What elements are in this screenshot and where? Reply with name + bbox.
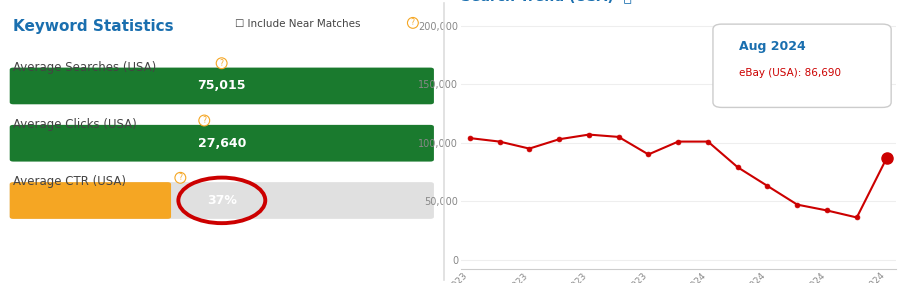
FancyBboxPatch shape: [713, 24, 891, 108]
Text: Aug 2024: Aug 2024: [739, 40, 806, 53]
Text: ?: ?: [411, 18, 415, 27]
Text: Average Searches (USA): Average Searches (USA): [14, 61, 157, 74]
Text: ?: ?: [202, 116, 206, 125]
Text: ☐ Include Near Matches: ☐ Include Near Matches: [235, 19, 360, 29]
FancyBboxPatch shape: [10, 68, 434, 104]
Text: ?: ?: [178, 173, 183, 182]
Text: 75,015: 75,015: [198, 79, 246, 92]
Text: eBay (USA): 86,690: eBay (USA): 86,690: [739, 68, 841, 78]
FancyBboxPatch shape: [10, 182, 171, 219]
Text: 37%: 37%: [207, 194, 237, 207]
FancyBboxPatch shape: [10, 182, 434, 219]
Text: Average CTR (USA): Average CTR (USA): [14, 175, 126, 188]
Text: 27,640: 27,640: [198, 137, 246, 150]
Text: Keyword Statistics: Keyword Statistics: [14, 19, 174, 34]
Text: Average Clicks (USA): Average Clicks (USA): [14, 118, 137, 131]
Text: Search Trend (USA)  ⓘ: Search Trend (USA) ⓘ: [461, 0, 632, 3]
FancyBboxPatch shape: [10, 125, 434, 162]
Text: ?: ?: [220, 59, 223, 68]
